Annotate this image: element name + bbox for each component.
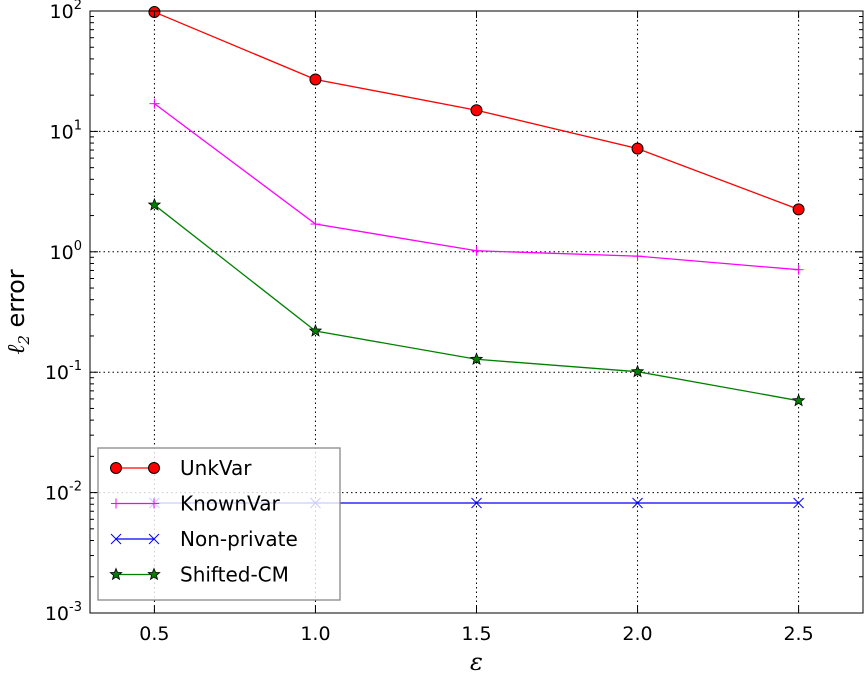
x-tick-label: 2.5 [783,623,813,645]
y-axis-label-main: ℓ [2,345,30,355]
data-point-knownvar [793,264,804,275]
y-axis-label: ℓ2 error [2,269,33,354]
legend-marker [149,498,159,509]
legend-label: Shifted-CM [180,563,289,587]
y-axis-label-subscript: 2 [15,335,33,346]
data-point-unkvar [309,73,322,86]
series-layer [147,6,806,509]
marker-stroke [632,497,643,509]
legend-entry-knownvar: KnownVar [111,492,280,516]
data-point-non-private [632,497,643,509]
y-tick-label: 10-2 [45,480,82,505]
data-point-knownvar [310,219,321,230]
series-unkvar [148,6,805,216]
legend: UnkVar KnownVar Non-private Shifted-CM [97,447,341,601]
x-tick-label: 0.5 [139,623,169,645]
data-point-shifted-cm [308,323,323,337]
legend-marker [110,533,122,545]
marker-stroke [793,497,804,509]
y-tick-label: 100 [50,239,82,264]
marker-stroke [471,497,482,509]
legend-marker [148,533,160,545]
data-point-knownvar [149,98,160,109]
data-point-shifted-cm [147,197,162,211]
legend-marker [147,567,161,581]
data-point-unkvar [631,142,644,155]
data-point-unkvar [470,104,483,117]
data-point-non-private [793,497,804,509]
series-shifted-cm [147,197,806,407]
data-point-non-private [471,497,482,509]
legend-marker [110,462,122,474]
data-point-unkvar [792,203,805,216]
legend-entry-shifted-cm: Shifted-CM [109,563,289,587]
ticks: 0.5 1.0 1.5 2.0 2.5 10-3 10-2 10-1 100 101 102 [45,0,863,645]
legend-label: Non-private [180,527,298,551]
data-point-knownvar [471,245,482,256]
legend-marker [111,498,121,509]
legend-label: KnownVar [180,492,280,516]
data-point-shifted-cm [469,352,484,366]
marker-stroke [110,533,122,545]
y-tick-label: 10-1 [45,359,82,384]
legend-label: UnkVar [180,456,252,480]
x-tick-label: 1.0 [300,623,330,645]
legend-entry-unkvar: UnkVar [110,456,252,480]
series-knownvar [149,98,804,275]
data-point-shifted-cm [630,364,645,378]
y-tick-label: 102 [50,0,82,23]
x-axis-label: ε [470,648,483,676]
y-tick-label: 101 [50,118,82,143]
legend-entry-non-private: Non-private [110,527,298,551]
marker-stroke [148,533,160,545]
data-point-knownvar [632,251,643,262]
legend-marker [109,567,123,581]
x-tick-label: 1.5 [461,623,491,645]
data-point-shifted-cm [791,393,806,407]
x-tick-label: 2.0 [622,623,652,645]
y-axis-label-suffix: error [2,269,30,335]
legend-marker [148,462,160,474]
y-tick-label: 10-3 [45,600,82,625]
